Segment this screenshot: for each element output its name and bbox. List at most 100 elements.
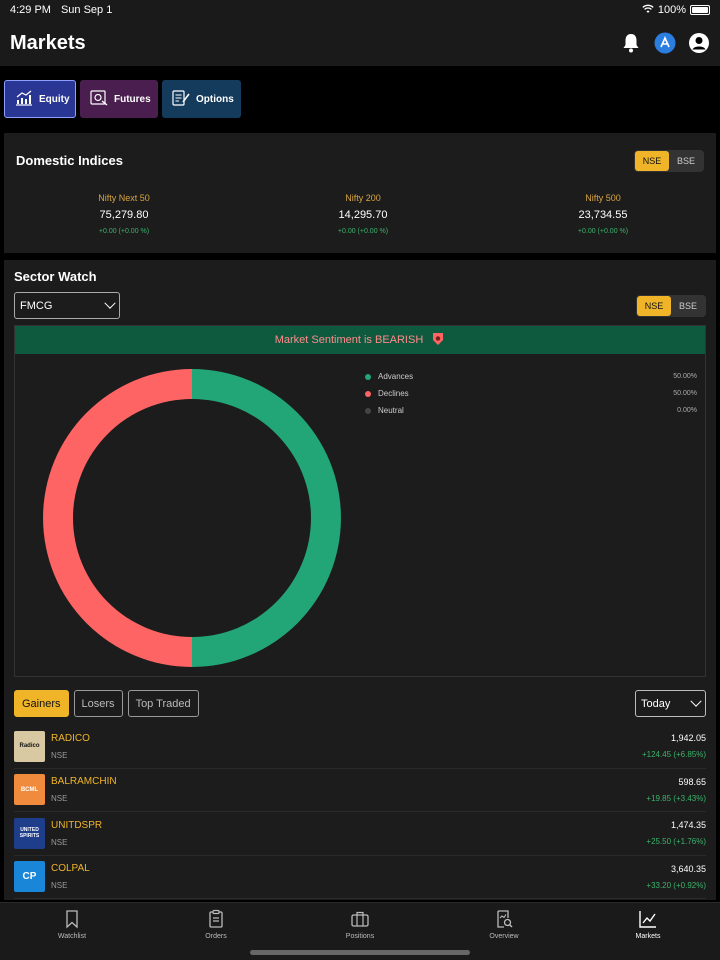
status-bar: 4:29 PM Sun Sep 1 100%	[0, 0, 720, 20]
chart-legend: Advances 50.00% Declines 50.00% Neutral …	[365, 368, 697, 419]
sentiment-banner: Market Sentiment is BEARISH	[15, 326, 705, 354]
stock-price: 3,640.35	[670, 863, 706, 874]
period-dropdown[interactable]: Today	[635, 690, 706, 717]
briefcase-icon	[351, 911, 369, 927]
tab-options[interactable]: Options	[162, 80, 241, 118]
stock-symbol: RADICO	[51, 732, 90, 744]
nav-positions[interactable]: Positions	[288, 903, 432, 960]
app-store-icon[interactable]	[654, 32, 676, 54]
legend-label: Declines	[378, 389, 409, 398]
tab-equity[interactable]: Equity	[4, 80, 76, 118]
donut-slice-advances	[192, 369, 341, 667]
index-name: Nifty 200	[345, 193, 381, 203]
equity-chart-icon	[15, 90, 33, 109]
home-indicator	[250, 950, 470, 955]
sentiment-donut-chart	[43, 369, 341, 667]
stock-list: Radico RADICO NSE 1,942.05 +124.45 (+6.8…	[14, 725, 706, 899]
page-title: Markets	[10, 31, 86, 54]
filter-gainers[interactable]: Gainers	[14, 690, 69, 717]
period-dropdown-value: Today	[641, 697, 671, 710]
segment-tabs: Equity Futures Options	[4, 80, 241, 118]
unitdspr-logo: UNITED SPIRITS	[14, 817, 45, 849]
stock-row[interactable]: BCML BALRAMCHIN NSE 598.65 +19.85 (+3.43…	[14, 769, 706, 812]
stock-exchange: NSE	[51, 750, 68, 760]
sector-bse-toggle[interactable]: BSE	[678, 301, 697, 311]
nav-watchlist[interactable]: Watchlist	[0, 903, 144, 960]
sector-exchange-toggle: NSE BSE	[636, 295, 706, 317]
colpal-logo: CP	[14, 861, 45, 893]
stock-change: +124.45 (+6.85%)	[641, 750, 706, 760]
index-name: Nifty 500	[585, 193, 621, 203]
stock-change: +19.85 (+3.43%)	[646, 793, 706, 803]
sector-dropdown[interactable]: FMCG	[14, 292, 120, 319]
index-change: +0.00 (+0.00 %)	[98, 228, 150, 235]
stock-price: 1,474.35	[670, 820, 706, 831]
indices-nse-toggle[interactable]: NSE	[635, 151, 669, 171]
stock-symbol: UNITDSPR	[51, 819, 103, 831]
stock-exchange: NSE	[51, 794, 68, 804]
battery-percent: 100%	[657, 4, 686, 16]
bell-icon[interactable]	[620, 32, 642, 54]
stock-price: 598.65	[678, 776, 706, 787]
tab-options-label: Options	[196, 93, 234, 105]
options-icon	[172, 89, 190, 109]
legend-label: Neutral	[378, 406, 404, 415]
legend-item: Declines 50.00%	[365, 385, 697, 402]
legend-dot	[365, 390, 371, 397]
nav-orders-label: Orders	[205, 933, 227, 940]
clipboard-icon	[209, 909, 223, 928]
status-date: Sun Sep 1	[60, 4, 113, 16]
filter-top-traded[interactable]: Top Traded	[127, 690, 199, 717]
radico-logo: Radico	[14, 730, 45, 762]
index-card[interactable]: Nifty 200 14,295.70 +0.00 (+0.00 %)	[263, 193, 463, 235]
sector-watch-panel: Sector Watch FMCG NSE BSE Market Sentime…	[4, 260, 716, 900]
profile-icon[interactable]	[688, 32, 710, 54]
nav-markets[interactable]: Markets	[576, 903, 720, 960]
index-value: 14,295.70	[338, 209, 388, 221]
index-name: Nifty Next 50	[98, 193, 150, 203]
index-card[interactable]: Nifty Next 50 75,279.80 +0.00 (+0.00 %)	[24, 193, 224, 235]
indices-bse-toggle[interactable]: BSE	[676, 156, 695, 166]
stock-row[interactable]: CP COLPAL NSE 3,640.35 +33.20 (+0.92%)	[14, 856, 706, 899]
stock-symbol: COLPAL	[51, 863, 90, 875]
stock-row[interactable]: UNITED SPIRITS UNITDSPR NSE 1,474.35 +25…	[14, 812, 706, 856]
stock-change: +33.20 (+0.92%)	[646, 880, 706, 890]
futures-icon	[90, 89, 108, 109]
index-value: 23,734.55	[578, 209, 628, 221]
bookmark-icon	[66, 910, 78, 929]
legend-item: Advances 50.00%	[365, 368, 697, 385]
tab-futures[interactable]: Futures	[80, 80, 158, 118]
indices-exchange-toggle: NSE BSE	[634, 150, 704, 172]
index-change: +0.00 (+0.00 %)	[577, 228, 629, 235]
stock-exchange: NSE	[51, 881, 68, 891]
nav-orders[interactable]: Orders	[144, 903, 288, 960]
stock-symbol: BALRAMCHIN	[51, 776, 117, 788]
tab-equity-label: Equity	[39, 93, 70, 105]
index-value: 75,279.80	[99, 209, 149, 221]
report-search-icon	[497, 910, 513, 928]
app-header: Markets	[0, 20, 720, 66]
index-card[interactable]: Nifty 500 23,734.55 +0.00 (+0.00 %)	[503, 193, 703, 235]
tab-futures-label: Futures	[114, 93, 151, 105]
battery-icon	[690, 5, 710, 15]
domestic-indices-title: Domestic Indices	[16, 153, 123, 168]
stock-row[interactable]: Radico RADICO NSE 1,942.05 +124.45 (+6.8…	[14, 725, 706, 769]
sentiment-chart-box: Market Sentiment is BEARISH Advances 50.…	[14, 325, 706, 677]
donut-slice-declines	[43, 369, 192, 667]
stock-price: 1,942.05	[670, 733, 706, 744]
nav-watchlist-label: Watchlist	[57, 933, 87, 940]
bear-icon	[431, 332, 445, 349]
trend-chart-icon	[639, 911, 656, 928]
nav-overview[interactable]: Overview	[432, 903, 576, 960]
sector-nse-toggle[interactable]: NSE	[637, 296, 671, 316]
status-time: 4:29 PM	[10, 4, 51, 16]
legend-value: 50.00%	[673, 390, 697, 397]
legend-value: 50.00%	[673, 373, 697, 380]
nav-markets-label: Markets	[635, 933, 661, 940]
filter-losers[interactable]: Losers	[73, 690, 123, 717]
index-change: +0.00 (+0.00 %)	[337, 228, 389, 235]
movers-filter-tabs: Gainers Losers Top Traded	[14, 690, 199, 717]
wifi-icon	[642, 4, 654, 17]
legend-dot	[365, 407, 371, 414]
legend-value: 0.00%	[677, 407, 697, 414]
